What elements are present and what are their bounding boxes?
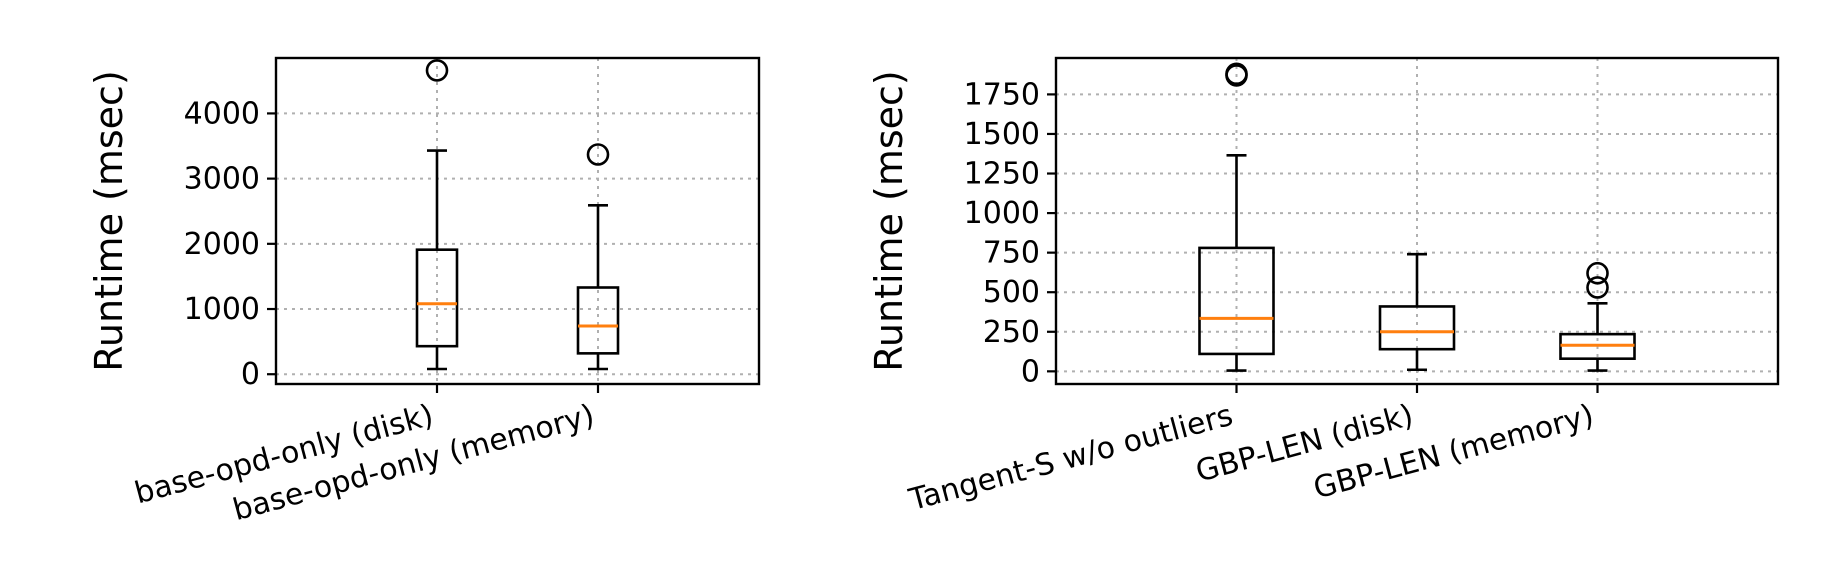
y-tick-label: 1250 (964, 157, 1040, 192)
y-tick-label: 250 (983, 315, 1040, 350)
y-tick-label: 3000 (184, 162, 260, 197)
y-axis-title: Runtime (msec) (867, 70, 911, 372)
y-tick-label: 0 (241, 357, 260, 392)
y-tick-label: 0 (1021, 354, 1040, 389)
outlier-point (1586, 276, 1609, 299)
y-tick-label: 4000 (184, 96, 260, 131)
y-axis-title: Runtime (msec) (87, 70, 131, 372)
x-category-label: Tangent-S w/o outliers (905, 398, 1237, 518)
plot-frame (274, 56, 761, 386)
iqr-box (1378, 305, 1456, 351)
y-tick-label: 1000 (964, 196, 1040, 231)
outlier-point (425, 59, 449, 82)
y-tick-label: 750 (983, 236, 1040, 271)
y-tick-label: 1750 (964, 77, 1040, 112)
y-tick-label: 500 (983, 275, 1040, 310)
outlier-point (586, 143, 610, 166)
outlier-point (1225, 62, 1248, 86)
y-tick-label: 1000 (184, 292, 260, 327)
iqr-box (415, 248, 459, 348)
y-tick-label: 2000 (184, 227, 260, 262)
outlier-point (1586, 261, 1609, 285)
right-boxplot-panel: 0 250 500 750 1000 1250 1500 1750 Runtime (msec)… (867, 56, 1780, 518)
y-tick-label: 1500 (964, 117, 1040, 152)
iqr-box (576, 286, 620, 355)
iqr-box (1198, 246, 1275, 356)
plot-frame (1054, 56, 1780, 386)
